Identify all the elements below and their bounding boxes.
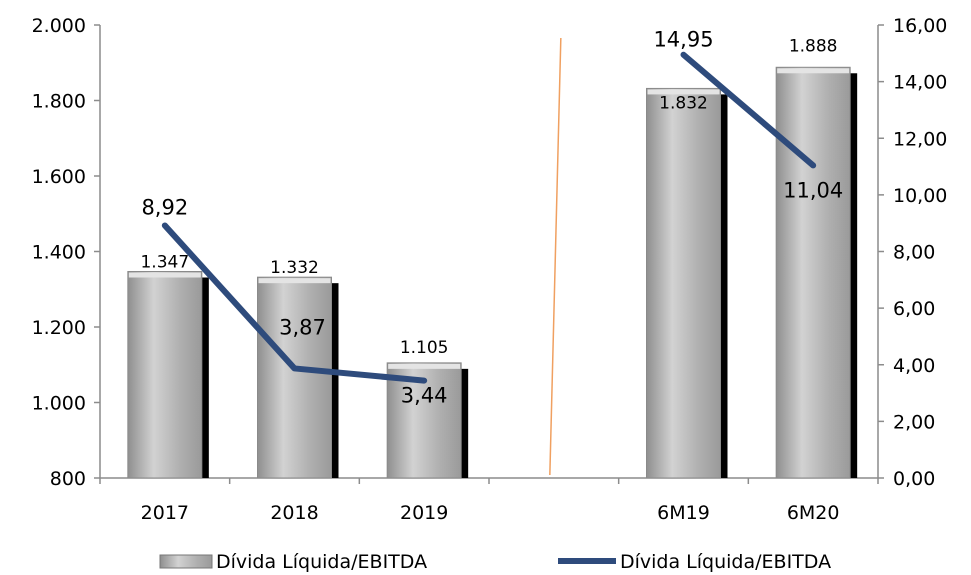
- bar-value-label: 1.332: [270, 258, 319, 278]
- bar-shadow: [329, 283, 339, 478]
- bar: [257, 276, 332, 479]
- bar-value-label: 1.347: [140, 253, 189, 273]
- y-right-tick-label: 0,00: [893, 468, 935, 490]
- bar: [646, 87, 721, 479]
- x-tick-label: 2018: [270, 502, 318, 524]
- bar-series: [127, 66, 858, 479]
- x-tick-label: 6M20: [787, 502, 840, 524]
- bar-top: [258, 278, 331, 284]
- line-value-label: 14,95: [653, 28, 713, 52]
- y-left-tick-label: 1.200: [32, 317, 86, 339]
- y-right-tick-label: 16,00: [893, 15, 947, 37]
- bar: [127, 271, 203, 479]
- y-right-tick-label: 4,00: [893, 355, 935, 377]
- y-left-tick-label: 1.400: [32, 242, 86, 264]
- y-right-tick-label: 8,00: [893, 242, 935, 264]
- legend-swatch-bar: [159, 554, 213, 569]
- y-left-tick-label: 2.000: [32, 15, 86, 37]
- period-separator: [549, 37, 562, 476]
- y-left-tick-label: 800: [50, 468, 86, 490]
- bar-top: [128, 272, 201, 278]
- bar-value-label: 1.105: [400, 338, 449, 358]
- y-left-tick-label: 1.000: [32, 393, 86, 415]
- bar-value-label: 1.888: [789, 36, 838, 56]
- bar-top: [647, 89, 720, 95]
- line-path: [161, 222, 428, 384]
- line-value-label: 3,87: [279, 315, 326, 339]
- bar-shadow: [848, 73, 858, 478]
- legend-item-line: Dívida Líquida/EBITDA: [558, 551, 831, 573]
- y-right-tick-label: 14,00: [893, 72, 947, 94]
- x-tick-label: 2019: [400, 502, 448, 524]
- bar-shadow: [459, 368, 469, 478]
- x-tick-label: 6M19: [657, 502, 710, 524]
- y-right-tick-label: 2,00: [893, 411, 935, 433]
- legend: Dívida Líquida/EBITDA Dívida Líquida/EBI…: [159, 551, 831, 573]
- legend-label-line: Dívida Líquida/EBITDA: [620, 551, 831, 573]
- separator-line: [549, 37, 562, 476]
- y-right-tick-label: 10,00: [893, 185, 947, 207]
- line-path: [680, 51, 817, 169]
- bar: [775, 66, 851, 479]
- legend-label-bar: Dívida Líquida/EBITDA: [216, 551, 427, 573]
- bar-shadow: [199, 277, 209, 478]
- y-left-tick-label: 1.800: [32, 91, 86, 113]
- line-value-label: 8,92: [141, 195, 188, 219]
- line-value-label: 3,44: [401, 384, 448, 408]
- y-right-tick-label: 6,00: [893, 298, 935, 320]
- legend-item-bar: Dívida Líquida/EBITDA: [159, 551, 427, 573]
- axes: 800 1.000 1.200 1.400 1.600 1.800 2.000 0,00 2,0…: [32, 15, 948, 524]
- data-labels: 1.347 1.332 1.105 1.832 1.888 8,92 3,87 3,44 14,…: [140, 28, 843, 408]
- line-series: [161, 51, 817, 384]
- y-right-tick-label: 12,00: [893, 128, 947, 150]
- bar-value-label: 1.832: [659, 93, 708, 113]
- bar-shadow: [718, 94, 728, 479]
- line-value-label: 11,04: [783, 178, 843, 202]
- bar-top: [388, 363, 461, 369]
- bar-top: [777, 68, 850, 74]
- x-tick-label: 2017: [141, 502, 189, 524]
- y-left-tick-label: 1.600: [32, 166, 86, 188]
